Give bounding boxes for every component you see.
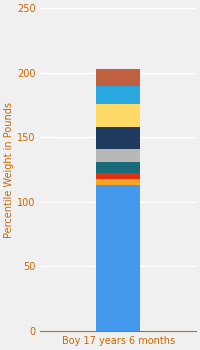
Bar — [96, 174, 140, 178]
Bar — [96, 178, 140, 185]
Bar — [96, 69, 140, 86]
Bar — [96, 104, 140, 127]
Y-axis label: Percentile Weight in Pounds: Percentile Weight in Pounds — [4, 102, 14, 238]
Bar — [96, 185, 140, 331]
Bar — [96, 127, 140, 149]
Bar — [96, 149, 140, 162]
Bar — [96, 86, 140, 104]
Bar — [96, 162, 140, 174]
